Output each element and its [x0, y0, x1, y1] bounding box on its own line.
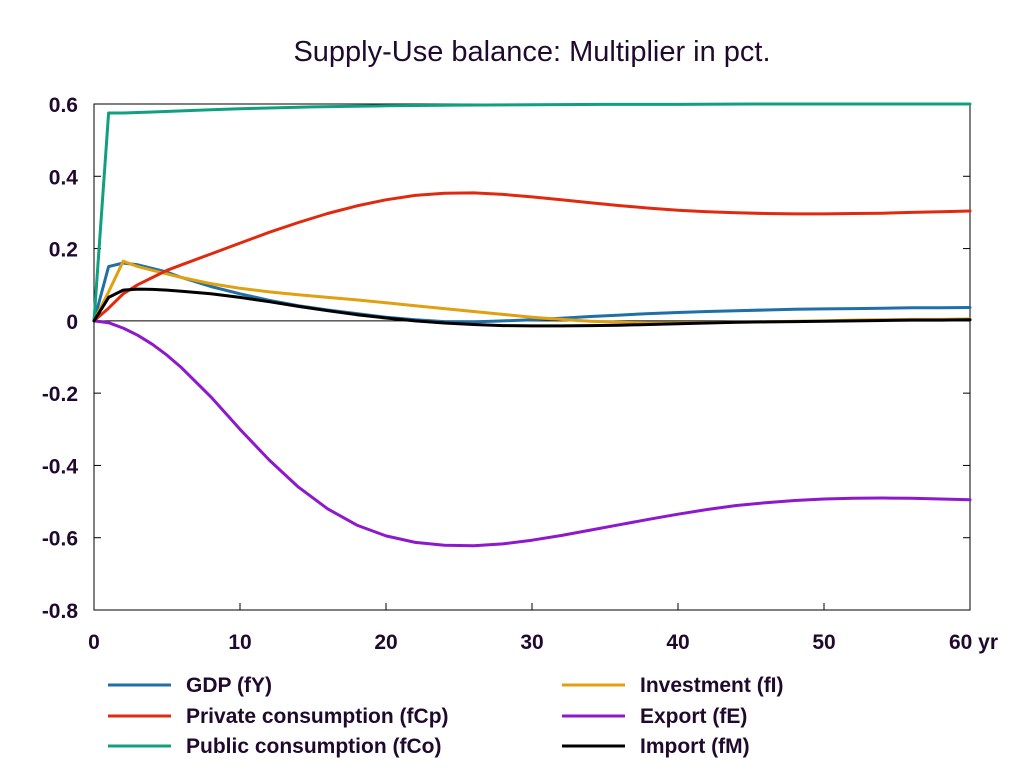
y-tick-label: 0.2	[49, 239, 78, 262]
y-axis: -0.8 -0.6 -0.4 -0.2 0 0.2 0.4 0.6	[42, 94, 970, 623]
x-tick-label: 60 yr	[949, 631, 998, 654]
y-tick-label: -0.8	[42, 600, 79, 623]
chart-title: Supply-Use balance: Multiplier in pct.	[293, 36, 770, 68]
series-line-3	[92, 319, 972, 548]
legend-label: Import (fM)	[640, 735, 750, 758]
x-axis: 0 10 20 30 40 50 60 yr	[88, 603, 998, 654]
y-tick-label: -0.2	[42, 383, 78, 406]
legend-label: GDP (fY)	[186, 674, 272, 697]
x-tick-label: 10	[228, 631, 251, 654]
legend-label: Export (fE)	[640, 705, 747, 728]
y-tick-label: -0.4	[42, 455, 79, 478]
x-tick-label: 0	[88, 631, 100, 654]
legend-label: Public consumption (fCo)	[186, 735, 441, 758]
y-tick-label: 0.6	[49, 94, 78, 117]
y-tick-label: -0.6	[42, 528, 78, 551]
series-line-2	[92, 191, 972, 323]
legend: GDP (fY) Private consumption (fCp) Public …	[108, 674, 784, 758]
x-tick-label: 30	[520, 631, 543, 654]
series-line-1	[92, 259, 972, 325]
plot-area	[93, 103, 971, 611]
series-line-0	[92, 261, 972, 324]
y-tick-label: 0	[66, 311, 78, 334]
series-line-4	[92, 102, 972, 323]
x-tick-label: 50	[812, 631, 835, 654]
legend-label: Private consumption (fCp)	[186, 705, 449, 728]
series-line-5	[92, 287, 972, 328]
series-lines	[92, 102, 972, 548]
y-tick-label: 0.4	[49, 166, 79, 189]
x-tick-label: 20	[374, 631, 397, 654]
legend-label: Investment (fI)	[640, 674, 784, 697]
x-tick-label: 40	[666, 631, 689, 654]
